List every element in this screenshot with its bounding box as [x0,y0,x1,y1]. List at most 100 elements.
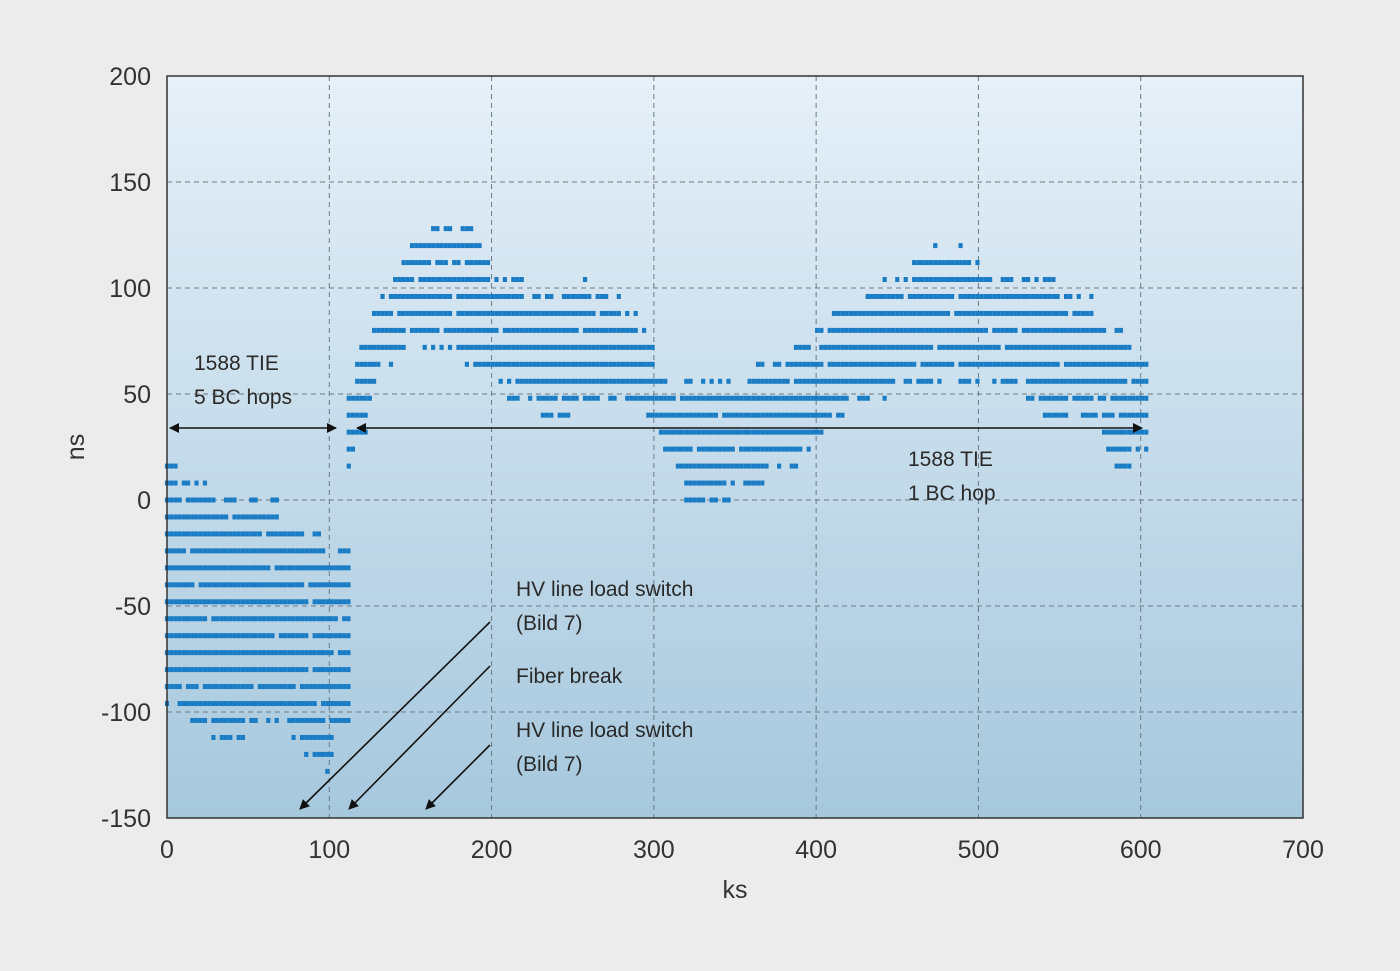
tie-sample-1 [169,684,174,690]
tie-sample-2 [346,429,351,435]
tie-sample-2 [553,344,558,350]
tie-sample-1 [346,684,351,690]
tie-sample-2 [886,327,891,333]
tie-sample-2 [916,378,921,384]
tie-sample-2 [717,480,723,486]
tie-sample-2 [857,361,862,367]
tie-sample-2 [815,429,820,435]
tie-sample-2 [1139,378,1145,384]
tie-sample-2 [1106,446,1111,452]
tie-sample-2 [878,378,883,384]
tie-sample-2 [840,378,845,384]
tie-sample-2 [561,412,567,418]
tie-sample-2 [620,327,626,333]
tie-sample-1 [261,633,267,639]
tie-sample-2 [785,446,790,452]
tie-sample-1 [304,751,309,757]
tie-sample-2 [1123,412,1128,418]
tie-sample-2 [1013,361,1018,367]
tie-sample-1 [185,667,191,673]
tie-sample-2 [1055,310,1060,316]
tie-sample-2 [979,361,984,367]
tie-sample-1 [283,599,288,605]
tie-sample-1 [207,684,212,690]
tie-sample-2 [485,327,491,333]
tie-sample-2 [933,310,938,316]
tie-sample-2 [490,361,495,367]
tie-sample-2 [1072,310,1077,316]
tie-sample-2 [983,344,988,350]
tie-sample-1 [329,582,334,588]
tie-sample-2 [502,277,507,283]
tie-sample-2 [1118,378,1124,384]
tie-sample-2 [477,361,482,367]
tie-sample-2 [477,327,482,333]
tie-sample-1 [194,514,199,520]
tie-sample-2 [384,344,389,350]
tie-sample-2 [1009,277,1014,283]
tie-sample-2 [506,395,512,401]
tie-sample-1 [333,717,338,723]
tie-sample-2 [941,310,946,316]
tie-sample-1 [185,616,191,622]
tie-sample-1 [181,633,186,639]
tie-sample-1 [291,599,296,605]
tie-sample-1 [169,531,174,537]
tie-sample-2 [755,378,761,384]
tie-sample-2 [544,378,550,384]
tie-sample-2 [975,277,980,283]
tie-sample-1 [283,701,288,707]
x-tick-label: 200 [471,836,513,864]
tie-sample-1 [287,616,292,622]
tie-sample-1 [257,684,262,690]
tie-sample-2 [355,361,360,367]
tie-sample-1 [211,717,216,723]
tie-sample-2 [831,327,837,333]
tie-sample-2 [1097,361,1102,367]
tie-sample-2 [418,293,423,299]
tie-sample-2 [1135,361,1140,367]
tie-sample-1 [299,599,305,605]
tie-sample-1 [337,599,343,605]
tie-sample-2 [642,378,647,384]
tie-sample-2 [857,344,862,350]
tie-sample-2 [1038,378,1043,384]
tie-sample-2 [941,327,946,333]
tie-sample-2 [899,361,904,367]
tie-sample-2 [730,446,735,452]
tie-sample-2 [1101,378,1107,384]
tie-sample-2 [971,293,976,299]
tie-sample-2 [992,310,997,316]
tie-sample-2 [1009,378,1014,384]
tie-sample-2 [469,310,474,316]
tie-sample-2 [937,293,942,299]
tie-sample-2 [646,361,651,367]
tie-sample-2 [578,344,583,350]
tie-sample-1 [270,701,275,707]
tie-sample-2 [612,327,617,333]
tie-sample-1 [346,701,351,707]
tie-sample-2 [1034,344,1039,350]
tie-sample-2 [945,344,951,350]
tie-sample-2 [431,243,436,249]
tie-sample-1 [316,599,321,605]
tie-sample-1 [228,684,233,690]
tie-sample-2 [561,378,567,384]
tie-sample-2 [490,344,495,350]
tie-sample-1 [321,734,326,740]
tie-sample-1 [329,667,334,673]
tie-sample-2 [363,361,368,367]
tie-sample-1 [177,599,182,605]
tie-sample-2 [654,412,659,418]
tie-sample-2 [979,310,984,316]
tie-sample-2 [755,429,761,435]
tie-sample-2 [1080,344,1086,350]
tie-sample-1 [278,633,284,639]
tie-sample-2 [1144,429,1149,435]
tie-sample-2 [730,412,735,418]
tie-sample-2 [701,463,706,469]
tie-sample-2 [924,361,929,367]
tie-sample-2 [1013,327,1018,333]
tie-sample-2 [582,293,588,299]
